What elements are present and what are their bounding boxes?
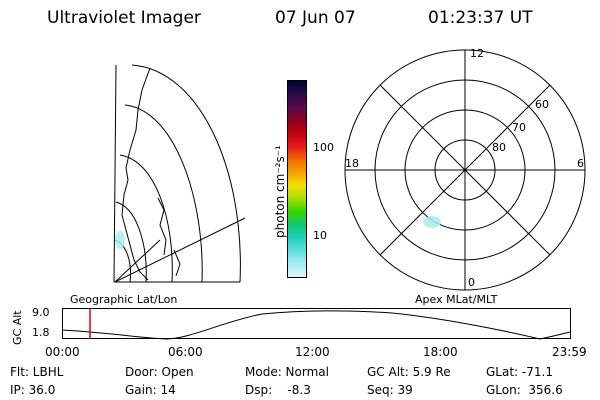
polar-aurora-patch	[423, 216, 441, 228]
latitude-line-3	[119, 154, 173, 283]
polar-plot	[344, 49, 586, 291]
lat-label-70: 70	[512, 121, 526, 134]
timeline-ytick-min: 1.8	[32, 326, 50, 339]
timeline-frame	[62, 308, 571, 339]
latitude-line-4	[115, 201, 147, 283]
mlt-label-6: 6	[577, 157, 584, 170]
mode-status: Mode: Normal	[245, 365, 329, 379]
ip-status: IP: 36.0	[10, 383, 56, 397]
lat-label-80: 80	[492, 141, 506, 154]
meridian-line	[114, 217, 246, 283]
coastline-2	[157, 197, 167, 256]
observation-date: 07 Jun 07	[275, 8, 356, 28]
observation-time: 01:23:37 UT	[428, 8, 533, 28]
map-frame-left	[113, 64, 117, 283]
geographic-map	[113, 64, 246, 283]
diagonal-line-2	[379, 84, 551, 256]
dsp-status: Dsp: -8.3	[245, 383, 311, 397]
meridian-line-2	[114, 239, 161, 283]
timeline-xtick-1800: 18:00	[423, 345, 458, 359]
geo-latitude-status: GLat: -71.1	[486, 365, 553, 379]
timeline-xtick-0000: 00:00	[45, 345, 80, 359]
coastline-3	[173, 249, 181, 277]
apex-caption: Apex MLat/MLT	[415, 293, 498, 306]
lat-label-60: 60	[535, 98, 549, 111]
sequence-status: Seq: 39	[367, 383, 413, 397]
latitude-line-outer	[131, 64, 241, 283]
aurora-patch	[115, 231, 125, 249]
timeline-xtick-2359: 23:59	[552, 345, 587, 359]
altitude-curve	[62, 310, 571, 340]
color-scale-bar	[287, 80, 307, 278]
geo-longitude-status: GLon: 356.6	[486, 383, 563, 397]
colorbar-tick-100: 100	[313, 141, 334, 154]
mlt-label-0: 0	[468, 276, 475, 289]
gain-status: Gain: 14	[125, 383, 176, 397]
door-status: Door: Open	[125, 365, 194, 379]
timeline-ylabel: GC Alt	[11, 310, 24, 345]
timeline-xtick-1200: 12:00	[295, 345, 330, 359]
geographic-caption: Geographic Lat/Lon	[70, 293, 178, 306]
latitude-line-2	[124, 104, 203, 283]
timeline-xtick-0600: 06:00	[168, 345, 203, 359]
colorbar-tick-10: 10	[313, 229, 327, 242]
mlt-label-12: 12	[470, 47, 484, 60]
coastline	[121, 67, 151, 281]
altitude-timeline	[62, 308, 571, 340]
timeline-ytick-max: 9.0	[32, 306, 50, 319]
gc-altitude-status: GC Alt: 5.9 Re	[367, 365, 451, 379]
colorbar-unit-label: photon cm⁻²s⁻¹	[273, 145, 287, 238]
mlt-label-18: 18	[345, 157, 359, 170]
filter-status: Flt: LBHL	[10, 365, 64, 379]
instrument-title: Ultraviolet Imager	[47, 8, 201, 28]
